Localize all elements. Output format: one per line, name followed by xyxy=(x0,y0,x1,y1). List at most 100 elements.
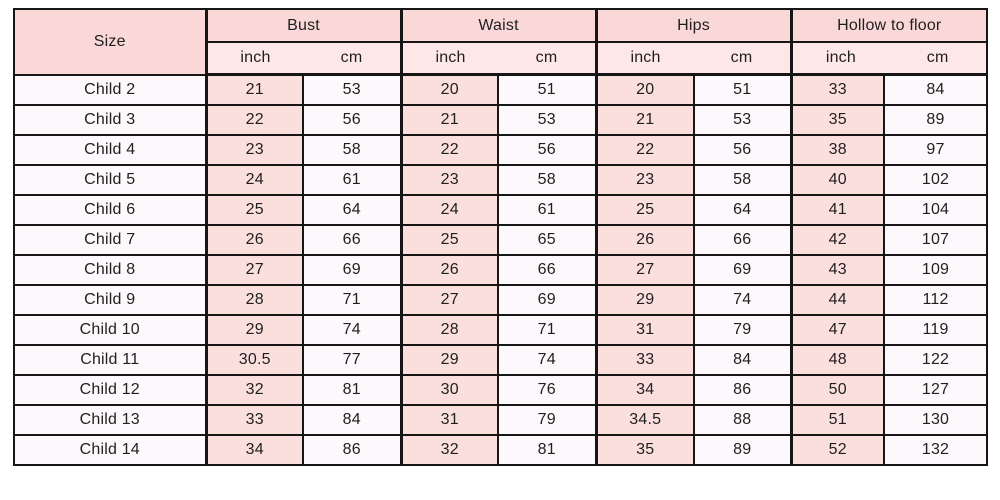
inch-value-cell: 20 xyxy=(399,73,500,106)
column-group-bust: Bust xyxy=(204,8,403,43)
inch-value-cell: 23 xyxy=(204,133,304,166)
cm-value-cell: 81 xyxy=(301,373,403,406)
cm-value-cell: 64 xyxy=(693,193,793,226)
cm-value-cell: 64 xyxy=(301,193,403,226)
inch-value-cell: 22 xyxy=(594,133,696,166)
cm-value-cell: 51 xyxy=(497,73,598,106)
cm-value-cell: 109 xyxy=(883,253,989,286)
inch-value-cell: 21 xyxy=(399,103,500,136)
inch-value-cell: 34 xyxy=(204,433,304,466)
inch-value-cell: 31 xyxy=(399,403,500,436)
size-cell: Child 2 xyxy=(13,73,207,106)
inch-value-cell: 23 xyxy=(594,163,696,196)
inch-value-cell: 27 xyxy=(594,253,696,286)
cm-value-cell: 86 xyxy=(301,433,403,466)
table-row: Child 10 29 74 28 71 31 79 47 119 xyxy=(13,313,989,346)
inch-value-cell: 50 xyxy=(789,373,886,406)
inch-value-cell: 25 xyxy=(594,193,696,226)
cm-value-cell: 58 xyxy=(301,133,403,166)
group-header-row: Size Bust Waist Hips Hollow to floor xyxy=(13,8,989,76)
inch-value-cell: 25 xyxy=(399,223,500,256)
inch-value-cell: 29 xyxy=(204,313,304,346)
inch-value-cell: 32 xyxy=(399,433,500,466)
unit-header-row: inch cm inch cm inch cm xyxy=(14,41,989,76)
inch-value-cell: 24 xyxy=(399,193,500,226)
cm-value-cell: 79 xyxy=(693,313,793,346)
cm-value-cell: 69 xyxy=(301,253,403,286)
inch-value-cell: 26 xyxy=(399,253,500,286)
table-row: Child 9 28 71 27 69 29 74 44 112 xyxy=(13,283,989,316)
inch-value-cell: 21 xyxy=(204,73,304,106)
inch-value-cell: 27 xyxy=(204,253,304,286)
cm-value-cell: 122 xyxy=(883,343,989,376)
inch-value-cell: 35 xyxy=(789,103,886,136)
size-cell: Child 7 xyxy=(13,223,207,256)
inch-value-cell: 30 xyxy=(399,373,500,406)
unit-header-hips: inch cm xyxy=(594,41,793,76)
cm-value-cell: 61 xyxy=(497,193,598,226)
cm-value-cell: 76 xyxy=(497,373,598,406)
unit-cm-label: cm xyxy=(926,49,949,66)
cm-value-cell: 66 xyxy=(301,223,403,256)
cm-value-cell: 58 xyxy=(497,163,598,196)
table-row: Child 7 26 66 25 65 26 66 42 107 xyxy=(13,223,989,256)
inch-value-cell: 32 xyxy=(204,373,304,406)
unit-header-waist: inch cm xyxy=(399,41,598,76)
inch-value-cell: 28 xyxy=(204,283,304,316)
size-column-header: Size xyxy=(13,8,208,76)
size-cell: Child 5 xyxy=(13,163,207,196)
size-cell: Child 13 xyxy=(13,403,207,436)
cm-value-cell: 66 xyxy=(497,253,598,286)
table-row: Child 13 33 84 31 79 34.5 88 51 130 xyxy=(13,403,989,436)
inch-value-cell: 26 xyxy=(204,223,304,256)
inch-value-cell: 30.5 xyxy=(204,343,304,376)
size-cell: Child 3 xyxy=(13,103,207,136)
table-row: Child 12 32 81 30 76 34 86 50 127 xyxy=(13,373,989,406)
inch-value-cell: 24 xyxy=(204,163,304,196)
inch-value-cell: 41 xyxy=(789,193,886,226)
column-group-hollow-to-floor: Hollow to floor xyxy=(789,8,989,43)
cm-value-cell: 107 xyxy=(883,223,989,256)
cm-value-cell: 102 xyxy=(883,163,989,196)
cm-value-cell: 104 xyxy=(883,193,989,226)
size-cell: Child 12 xyxy=(13,373,207,406)
cm-value-cell: 66 xyxy=(693,223,793,256)
cm-value-cell: 74 xyxy=(301,313,403,346)
cm-value-cell: 130 xyxy=(883,403,989,436)
inch-value-cell: 35 xyxy=(594,433,696,466)
inch-value-cell: 48 xyxy=(789,343,886,376)
table-row: Child 8 27 69 26 66 27 69 43 109 xyxy=(13,253,989,286)
inch-value-cell: 33 xyxy=(789,73,886,106)
cm-value-cell: 58 xyxy=(693,163,793,196)
size-cell: Child 6 xyxy=(13,193,207,226)
cm-value-cell: 79 xyxy=(497,403,598,436)
table-row: Child 5 24 61 23 58 23 58 40 102 xyxy=(13,163,989,196)
cm-value-cell: 86 xyxy=(693,373,793,406)
table-row: Child 14 34 86 32 81 35 89 52 132 xyxy=(13,433,989,466)
cm-value-cell: 71 xyxy=(497,313,598,346)
unit-cm-label: cm xyxy=(535,49,558,66)
inch-value-cell: 23 xyxy=(399,163,500,196)
inch-value-cell: 20 xyxy=(594,73,696,106)
inch-value-cell: 22 xyxy=(204,103,304,136)
cm-value-cell: 71 xyxy=(301,283,403,316)
size-cell: Child 9 xyxy=(13,283,207,316)
table-body: Child 2 21 53 20 51 20 51 33 84 Child 3 22 56 21 53 21… xyxy=(13,73,989,466)
cm-value-cell: 77 xyxy=(301,343,403,376)
cm-value-cell: 56 xyxy=(301,103,403,136)
inch-value-cell: 34.5 xyxy=(594,403,696,436)
inch-value-cell: 51 xyxy=(789,403,886,436)
inch-value-cell: 43 xyxy=(789,253,886,286)
table-row: Child 4 23 58 22 56 22 56 38 97 xyxy=(13,133,989,166)
size-cell: Child 10 xyxy=(13,313,207,346)
cm-value-cell: 132 xyxy=(883,433,989,466)
cm-value-cell: 84 xyxy=(883,73,989,106)
inch-value-cell: 40 xyxy=(789,163,886,196)
cm-value-cell: 53 xyxy=(497,103,598,136)
size-cell: Child 8 xyxy=(13,253,207,286)
table-row: Child 6 25 64 24 61 25 64 41 104 xyxy=(13,193,989,226)
table-row: Child 11 30.5 77 29 74 33 84 48 122 xyxy=(13,343,989,376)
cm-value-cell: 56 xyxy=(693,133,793,166)
inch-value-cell: 22 xyxy=(399,133,500,166)
